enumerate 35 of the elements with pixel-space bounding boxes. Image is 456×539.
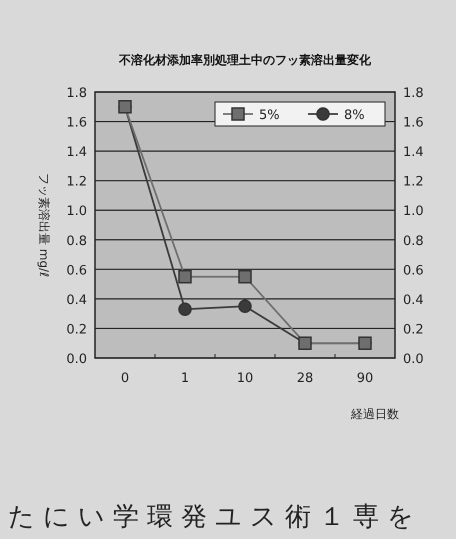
y2-tick-label: 0.8: [403, 234, 424, 249]
point: [238, 270, 252, 284]
y-tick-label: 1.4: [66, 145, 87, 160]
chart-title: 不溶化材添加率別処理土中のフッ素溶出量変化: [118, 53, 372, 67]
y2-tick-label: 1.0: [403, 204, 424, 220]
x-tick-label: 28: [296, 371, 314, 386]
y-tick-label: 0.4: [66, 292, 87, 308]
y2-tick-label: 1.4: [403, 145, 424, 160]
point: [178, 270, 192, 284]
y2-tick-label: 0.0: [403, 352, 424, 367]
y2-tick-label: 1.8: [403, 86, 424, 101]
point: [238, 300, 252, 314]
y2-tick-label: 0.6: [403, 263, 424, 278]
y2-tick-label: 0.4: [403, 292, 424, 308]
y-tick-label: 1.8: [66, 86, 87, 101]
x-tick-label: 90: [356, 371, 374, 386]
legend-label: 5%: [259, 108, 280, 123]
y-axis-title: フッ素溶出量 mg/ℓ: [37, 172, 51, 278]
legend-label: 8%: [344, 108, 365, 123]
y2-tick-label: 1.6: [403, 116, 424, 131]
y-tick-label: 0.8: [66, 234, 87, 249]
y-tick-label: 1.6: [66, 116, 87, 131]
y2-tick-label: 0.2: [403, 322, 424, 338]
x-tick-label: 10: [236, 371, 254, 386]
y-tick-label: 0.0: [66, 352, 87, 367]
text: たにい学環発ユス術１専を: [8, 502, 422, 532]
y-tick-label: 1.2: [66, 174, 87, 190]
y-tick-label: 0.2: [66, 322, 87, 338]
y-tick-label: 1.0: [66, 204, 87, 220]
x-tick-label: 0: [120, 371, 130, 386]
x-tick-label: 1: [180, 371, 190, 386]
y2-tick-label: 1.2: [403, 174, 424, 190]
x-axis-title: 経過日数: [350, 407, 399, 421]
y-tick-label: 0.6: [66, 263, 87, 278]
point: [178, 302, 192, 316]
